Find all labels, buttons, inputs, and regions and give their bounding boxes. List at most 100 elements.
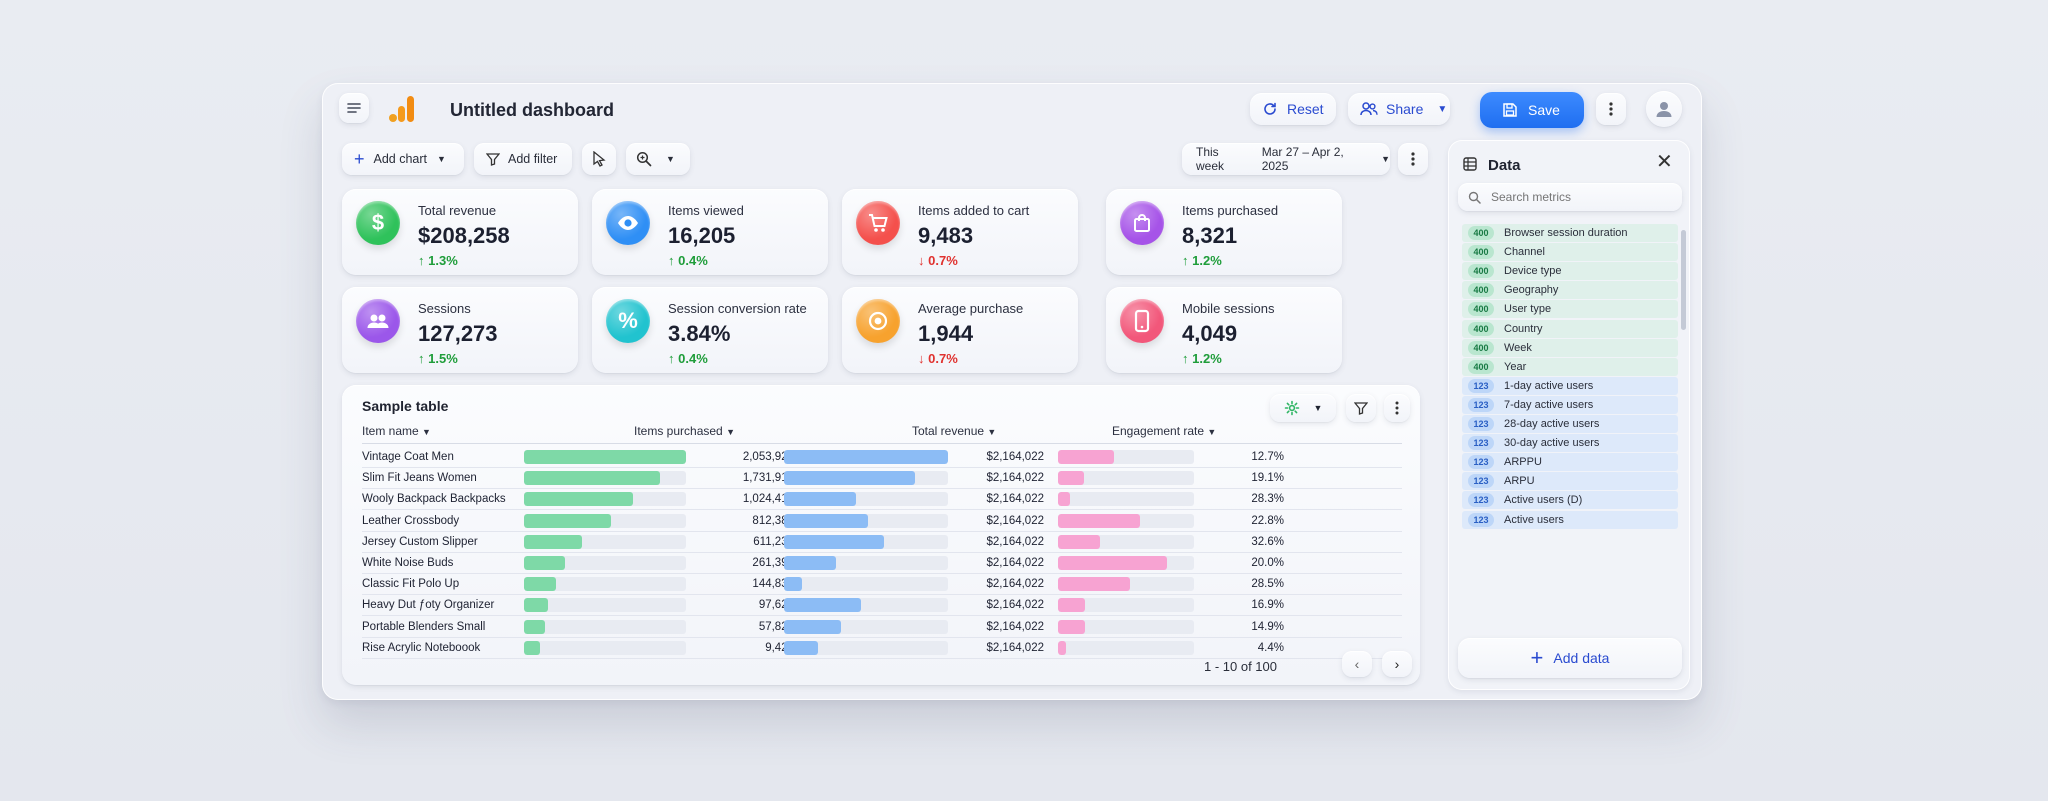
- zoom-button[interactable]: ▼: [626, 143, 690, 175]
- kpi-change: ↑ 1.2%: [1182, 351, 1222, 366]
- field-item[interactable]: 400 Channel: [1462, 243, 1678, 262]
- revenue-bar-track: [784, 492, 948, 507]
- item-name: White Noise Buds: [362, 557, 454, 569]
- items-bar-track: [524, 619, 686, 634]
- field-item[interactable]: 123 Active users (D): [1462, 491, 1678, 510]
- field-item[interactable]: 123 30-day active users: [1462, 434, 1678, 453]
- table-row[interactable]: Slim Fit Jeans Women 1,731,912 $2,164,022 1…: [362, 468, 1402, 490]
- kpi-card[interactable]: Average purchase 1,944 ↓ 0.7%: [842, 287, 1078, 373]
- kpi-card[interactable]: $ Total revenue $208,258 ↑ 1.3%: [342, 189, 578, 275]
- field-item[interactable]: 400 Geography: [1462, 281, 1678, 300]
- revenue-bar-track: [784, 598, 948, 613]
- save-label: Save: [1528, 102, 1560, 118]
- kpi-card[interactable]: Sessions 127,273 ↑ 1.5%: [342, 287, 578, 373]
- field-item[interactable]: 400 Browser session duration: [1462, 224, 1678, 242]
- search-input[interactable]: [1491, 190, 1661, 204]
- save-button[interactable]: Save: [1480, 92, 1584, 128]
- add-chart-button[interactable]: + Add chart ▼: [342, 143, 464, 175]
- column-header-item-name[interactable]: Item name ▼: [362, 424, 431, 438]
- field-item[interactable]: 400 Country: [1462, 319, 1678, 338]
- field-item[interactable]: 400 Year: [1462, 357, 1678, 376]
- table-more-button[interactable]: [1384, 394, 1410, 422]
- column-header-label: Total revenue: [912, 424, 985, 438]
- kpi-label: Session conversion rate: [668, 301, 807, 316]
- field-item[interactable]: 123 1-day active users: [1462, 376, 1678, 395]
- items-bar: [524, 450, 686, 464]
- filter-icon: [1354, 402, 1368, 415]
- field-item[interactable]: 123 Active users: [1462, 510, 1678, 529]
- table-title: Sample table: [362, 398, 449, 414]
- field-item[interactable]: 123 ARPU: [1462, 472, 1678, 491]
- menu-button[interactable]: [339, 93, 369, 123]
- revenue-bar-track: [784, 619, 948, 634]
- field-item[interactable]: 400 Week: [1462, 338, 1678, 357]
- total-revenue-value: $2,164,022: [986, 620, 1044, 633]
- kpi-card[interactable]: Mobile sessions 4,049 ↑ 1.2%: [1106, 287, 1342, 373]
- revenue-bar-track: [784, 471, 948, 486]
- kpi-value: 8,321: [1182, 223, 1238, 248]
- kpi-card[interactable]: % Session conversion rate 3.84% ↑ 0.4%: [592, 287, 828, 373]
- more-options-button[interactable]: [1596, 93, 1626, 125]
- kpi-change-value: 1.2%: [1192, 351, 1222, 366]
- previous-page-button[interactable]: ‹: [1342, 651, 1372, 677]
- revenue-bar: [784, 556, 837, 570]
- table-row[interactable]: Classic Fit Polo Up 144,837 $2,164,022 28.5…: [362, 574, 1402, 596]
- table-row[interactable]: White Noise Buds 261,391 $2,164,022 20.0%: [362, 553, 1402, 574]
- close-icon[interactable]: ✕: [1656, 151, 1673, 173]
- date-range: Mar 27 – Apr 2, 2025: [1261, 145, 1344, 173]
- share-button[interactable]: Share ▼: [1348, 93, 1450, 125]
- column-header-total-revenue[interactable]: Total revenue ▼: [912, 424, 996, 438]
- revenue-bar-track: [784, 577, 948, 592]
- reset-label: Reset: [1287, 101, 1324, 117]
- field-item[interactable]: 400 Device type: [1462, 262, 1678, 281]
- field-name: Country: [1504, 322, 1543, 335]
- kpi-change-value: 1.5%: [428, 351, 458, 366]
- revenue-bar: [784, 492, 857, 507]
- add-data-button[interactable]: + Add data: [1458, 638, 1682, 678]
- account-avatar[interactable]: [1646, 91, 1682, 127]
- chart-settings-button[interactable]: ▼: [1270, 394, 1336, 422]
- plus-icon: +: [354, 149, 365, 169]
- item-name: Vintage Coat Men: [362, 451, 454, 463]
- field-item[interactable]: 123 28-day active users: [1462, 415, 1678, 433]
- canvas-more-button[interactable]: [1398, 143, 1428, 175]
- field-item[interactable]: 123 7-day active users: [1462, 395, 1678, 414]
- select-tool-button[interactable]: [582, 143, 616, 175]
- kpi-card[interactable]: Items purchased 8,321 ↑ 1.2%: [1106, 189, 1342, 275]
- table-row[interactable]: Rise Acrylic Noteboook 9,421 $2,164,022 4.4…: [362, 638, 1402, 659]
- field-type-badge: 400: [1468, 264, 1494, 279]
- scrollbar[interactable]: [1681, 230, 1686, 330]
- table-row[interactable]: Portable Blenders Small 57,821 $2,164,022 1…: [362, 617, 1402, 638]
- search-metrics-box[interactable]: [1458, 183, 1682, 211]
- date-range-picker[interactable]: This week Mar 27 – Apr 2, 2025 ▼: [1182, 143, 1390, 175]
- total-revenue-value: $2,164,022: [986, 451, 1044, 463]
- revenue-bar: [784, 598, 862, 613]
- add-chart-label: Add chart: [373, 152, 428, 166]
- dollar-icon: $: [356, 201, 400, 245]
- field-name: Browser session duration: [1504, 227, 1628, 239]
- table-filter-button[interactable]: [1346, 394, 1376, 422]
- analytics-logo: [387, 95, 417, 123]
- reset-button[interactable]: Reset: [1250, 93, 1336, 125]
- kpi-label: Items viewed: [668, 203, 744, 218]
- item-name: Slim Fit Jeans Women: [362, 472, 477, 485]
- revenue-bar: [784, 513, 868, 528]
- table-row[interactable]: Heavy Dut ƒoty Organizer 97,621 $2,164,022…: [362, 595, 1402, 617]
- table-row[interactable]: Jersey Custom Slipper 611,231 $2,164,022 32…: [362, 532, 1402, 553]
- items-bar-track: [524, 513, 686, 528]
- column-header-items-purchased[interactable]: Items purchased ▼: [634, 424, 735, 438]
- add-filter-button[interactable]: Add filter: [474, 143, 572, 175]
- engagement-bar-track: [1058, 619, 1194, 634]
- kpi-card[interactable]: Items added to cart 9,483 ↓ 0.7%: [842, 189, 1078, 275]
- table-row[interactable]: Vintage Coat Men 2,053,923 $2,164,022 12.7%: [362, 447, 1402, 468]
- sort-icon: ▼: [726, 427, 735, 437]
- table-row[interactable]: Wooly Backpack Backpacks 1,024,416 $2,164,…: [362, 489, 1402, 511]
- kpi-card[interactable]: Items viewed 16,205 ↑ 0.4%: [592, 189, 828, 275]
- column-header-engagement-rate[interactable]: Engagement rate ▼: [1112, 424, 1216, 438]
- field-item[interactable]: 400 User type: [1462, 300, 1678, 319]
- engagement-rate-value: 14.9%: [1251, 620, 1284, 633]
- table-row[interactable]: Leather Crossbody 812,385 $2,164,022 22.8%: [362, 511, 1402, 532]
- field-item[interactable]: 123 ARPPU: [1462, 453, 1678, 472]
- next-page-button[interactable]: ›: [1382, 651, 1412, 677]
- arrow-up-icon: ↑: [418, 351, 425, 366]
